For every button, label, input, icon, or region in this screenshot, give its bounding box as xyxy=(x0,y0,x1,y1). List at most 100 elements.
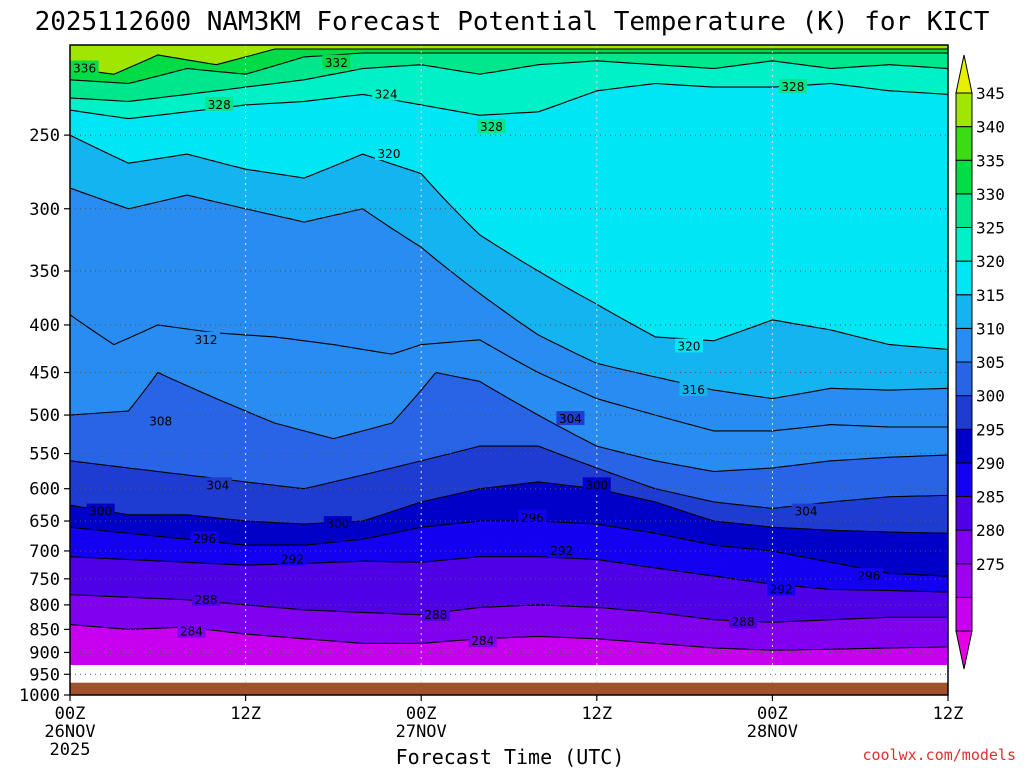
y-tick-label: 950 xyxy=(29,665,60,685)
colorbar-tick-label: 340 xyxy=(976,118,1005,137)
contour-label-bg xyxy=(792,503,821,518)
colorbar-tick-label: 310 xyxy=(976,319,1005,338)
isotherm-284 xyxy=(70,624,948,651)
contour-label: 332 xyxy=(325,56,348,70)
contour-label: 312 xyxy=(195,333,218,347)
contour-label-bg xyxy=(518,509,547,524)
colorbar-tick-label: 345 xyxy=(976,84,1005,103)
contour-label: 328 xyxy=(208,98,231,112)
x-tick-label: 28NOV xyxy=(747,722,798,742)
y-tick-label: 400 xyxy=(29,316,60,336)
contour-label-bg xyxy=(375,146,404,161)
contour-label-bg xyxy=(729,614,758,629)
contour-label: 320 xyxy=(378,147,401,161)
theta-band-4 xyxy=(70,83,948,350)
y-tick-label: 300 xyxy=(29,200,60,220)
y-tick-label: 750 xyxy=(29,570,60,590)
contour-label-bg xyxy=(203,477,232,492)
colorbar-segment xyxy=(955,54,973,94)
contour-label: 328 xyxy=(480,120,503,134)
contour-label: 288 xyxy=(732,615,755,629)
colorbar-tick-label: 315 xyxy=(976,286,1005,305)
y-tick-label: 500 xyxy=(29,406,60,426)
theta-band-14 xyxy=(70,624,948,665)
theta-band-0 xyxy=(70,45,948,75)
contour-label-bg xyxy=(278,551,307,566)
contour-label: 320 xyxy=(678,340,701,354)
y-tick-label: 250 xyxy=(29,126,60,146)
y-tick-label: 700 xyxy=(29,542,60,562)
y-tick-label: 800 xyxy=(29,596,60,616)
contour-label: 296 xyxy=(521,511,544,525)
contour-label: 292 xyxy=(281,553,304,567)
colorbar-tick-label: 295 xyxy=(976,420,1005,439)
theta-band-10 xyxy=(70,481,948,577)
contour-label-bg xyxy=(767,581,796,596)
colorbar-tick-label: 275 xyxy=(976,555,1005,574)
contour-label-bg xyxy=(582,477,611,492)
contour-label: 296 xyxy=(193,532,216,546)
x-tick-label: 2025 xyxy=(50,740,91,760)
theta-band-12 xyxy=(70,556,948,623)
theta-fill xyxy=(70,45,948,665)
isotherm-308 xyxy=(70,371,948,473)
credit-text: coolwx.com/models xyxy=(862,746,1016,764)
x-tick-label: 12Z xyxy=(230,704,261,724)
theta-band-9 xyxy=(70,446,948,534)
contour-label-bg xyxy=(372,86,401,101)
contour-label: 304 xyxy=(559,412,582,426)
contour-label-bg xyxy=(192,331,221,346)
y-tick-label: 900 xyxy=(29,643,60,663)
contour-label-bg xyxy=(556,411,585,426)
colorbar-tick-label: 290 xyxy=(976,454,1005,473)
contour-label: 304 xyxy=(206,478,229,492)
colorbar-segment xyxy=(955,496,973,531)
y-axis: 250 300 350 400 450 500 550 600 650 700 750 800 850 9… xyxy=(19,126,70,706)
theta-band-3 xyxy=(70,60,948,119)
theta-band-8 xyxy=(70,372,948,509)
isotherm-328 xyxy=(70,60,948,102)
y-tick-label: 550 xyxy=(29,445,60,465)
colorbar-segment xyxy=(955,260,973,296)
contour-label: 308 xyxy=(149,414,172,428)
contour-label: 292 xyxy=(550,544,573,558)
colorbar-segment xyxy=(955,563,973,598)
isotherm-336 xyxy=(70,48,948,75)
contour-label: 292 xyxy=(770,582,793,596)
contour-label: 324 xyxy=(375,87,398,101)
x-tick-label: 00Z xyxy=(406,704,437,724)
contour-labels: 336 332 328 324 320 328 328 320 316 312 308 304 304 3… xyxy=(70,54,883,648)
colorbar-tick-label: 325 xyxy=(976,219,1005,238)
colorbar-segment xyxy=(955,596,973,632)
contour-label: 284 xyxy=(180,625,203,639)
contour-label: 336 xyxy=(73,62,96,76)
contour-label-bg xyxy=(679,382,708,397)
colorbar-segment xyxy=(955,126,973,161)
y-tick-label: 600 xyxy=(29,480,60,500)
contour-label: 304 xyxy=(795,505,818,519)
contour-label-bg xyxy=(421,606,450,621)
contour-label-bg xyxy=(190,531,219,546)
theta-band-5 xyxy=(70,135,948,399)
contour-label: 328 xyxy=(781,80,804,94)
contour-label: 316 xyxy=(682,383,705,397)
contour-label: 288 xyxy=(424,608,447,622)
colorbar-segment xyxy=(955,193,973,228)
theta-band-13 xyxy=(70,594,948,651)
isotherm-300 xyxy=(70,481,948,534)
theta-band-1 xyxy=(70,49,948,84)
colorbar-tick-label: 285 xyxy=(976,488,1005,507)
colorbar: 345 340 335 330 325 320 315 310 305 300 295 290 285 2… xyxy=(955,54,1005,670)
x-tick-label: 27NOV xyxy=(396,722,447,742)
colorbar-segment xyxy=(955,428,973,464)
contour-label-bg xyxy=(146,413,175,428)
colorbar-segment xyxy=(955,159,973,195)
colorbar-segment xyxy=(955,294,973,329)
colorbar-segment xyxy=(955,327,973,363)
chart-title: 2025112600 NAM3KM Forecast Potential Tem… xyxy=(35,7,990,37)
contour-label-bg xyxy=(322,54,351,69)
contour-label: 300 xyxy=(89,505,112,519)
contour-label: 300 xyxy=(326,517,349,531)
